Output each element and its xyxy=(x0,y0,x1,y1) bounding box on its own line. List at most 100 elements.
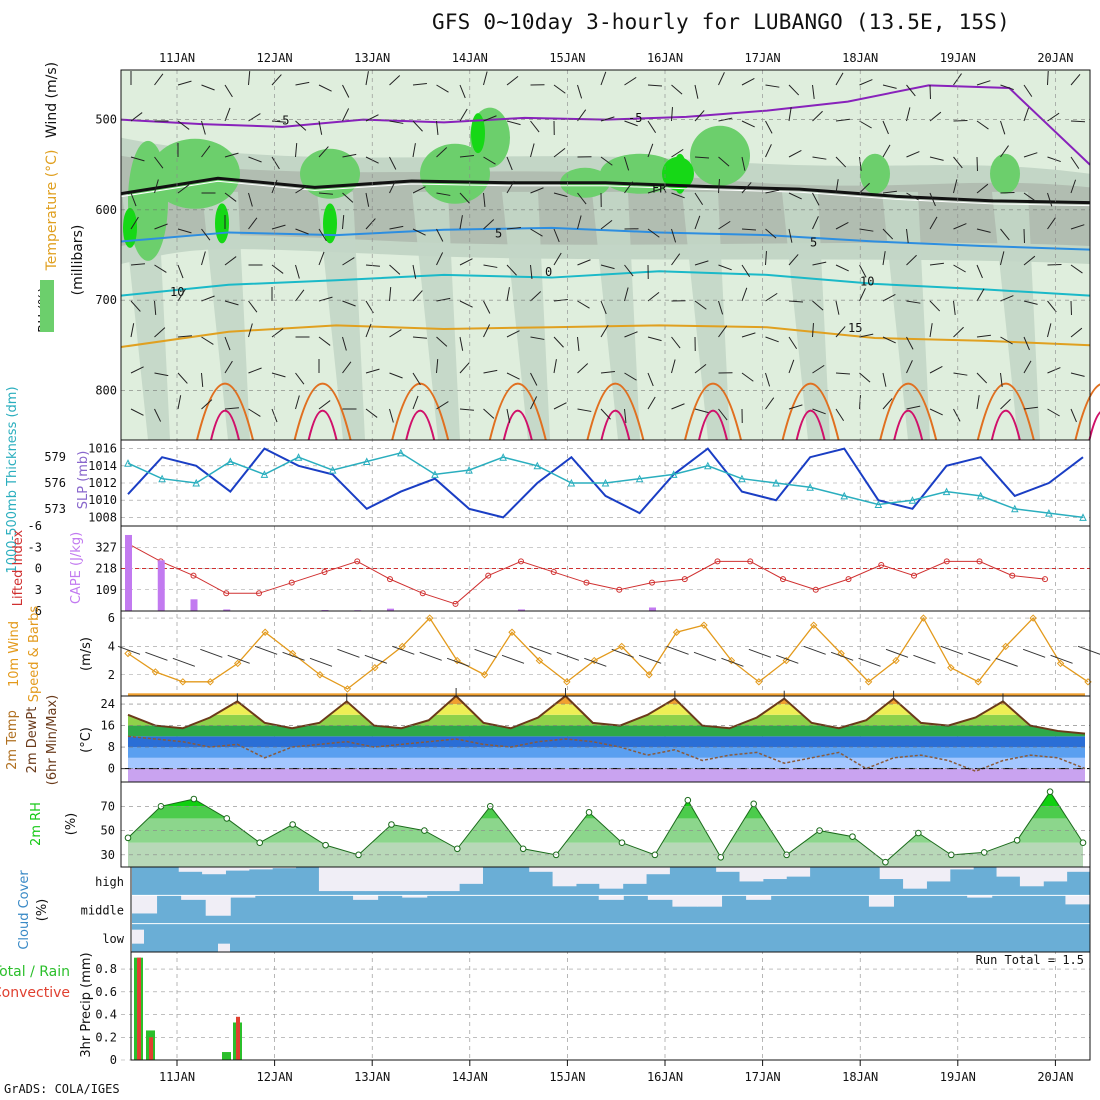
cloud-gap-high xyxy=(646,867,670,875)
wind-barb xyxy=(412,264,417,279)
wind-barb xyxy=(1070,408,1077,423)
rh-2m-point xyxy=(1046,788,1054,796)
isotherm-label: 15 xyxy=(848,321,862,335)
wind-barb xyxy=(1070,264,1083,274)
rh-plume xyxy=(682,191,730,440)
wind-barb-10m xyxy=(721,657,744,667)
rh-2m-point xyxy=(1013,836,1021,844)
profile-y-tick: 700 xyxy=(95,293,117,307)
thickness-point xyxy=(738,474,746,483)
slp-y-tick: 1008 xyxy=(88,510,117,524)
cloud-row-label: high xyxy=(95,875,124,889)
wind-barb xyxy=(530,187,544,194)
isotherm-25-arc xyxy=(795,409,826,441)
wind-barb xyxy=(953,264,966,273)
wind-barb xyxy=(882,251,886,266)
wind-barb xyxy=(953,223,967,230)
wind-barb xyxy=(389,408,394,423)
wind-barb xyxy=(718,325,728,338)
wind-barb-10m xyxy=(995,657,1018,667)
thickness-point xyxy=(567,478,576,487)
isotherm-label: FR xyxy=(652,181,667,195)
wind-barb xyxy=(1047,300,1057,313)
wind-barb xyxy=(788,192,802,200)
wind-barb xyxy=(365,71,369,86)
thickness-label: 1000-500mb Thickness (dm) xyxy=(5,386,20,573)
isotherm-20-arc xyxy=(196,382,254,441)
wind-barb-10m xyxy=(913,654,936,664)
wind-speed-point xyxy=(810,621,818,629)
wind-speed-point xyxy=(727,656,736,665)
wind-barb xyxy=(765,120,773,134)
wind-barb xyxy=(248,192,253,207)
wind-barb xyxy=(412,120,423,132)
wind-barb xyxy=(553,402,567,410)
wind-barb xyxy=(788,149,802,158)
wind-barb xyxy=(1047,217,1056,230)
wind-barb xyxy=(389,329,402,338)
rh-2m-point xyxy=(915,829,922,837)
rh-bright-patch xyxy=(471,113,485,154)
wind-barb xyxy=(906,336,914,350)
wind-barb xyxy=(248,156,262,163)
rh-2m-point xyxy=(223,815,231,822)
wind-barb xyxy=(436,359,439,374)
lifted-index-point xyxy=(943,558,950,565)
rh-bright-patch xyxy=(323,203,337,244)
thickness-point xyxy=(260,470,269,478)
wind-barb xyxy=(812,322,814,338)
li-y-tick: -3 xyxy=(28,540,42,554)
wind-barb xyxy=(1000,336,1013,345)
wind-barb-10m xyxy=(117,645,141,655)
wind-barb xyxy=(812,156,827,160)
rh-2m-point xyxy=(717,853,725,861)
isotherm-label: 5 xyxy=(495,226,502,240)
cloud-unit: (%) xyxy=(35,899,50,922)
wind-barb xyxy=(295,372,305,385)
wind-barb xyxy=(342,192,354,203)
rh-plume xyxy=(592,191,640,440)
cloud-gap-middle xyxy=(868,895,894,907)
wind-barb xyxy=(835,156,847,168)
isotherm-line xyxy=(120,226,1091,251)
bottom-date-tick: 11JAN xyxy=(159,1070,195,1084)
wind-barb xyxy=(718,178,720,194)
wind-barb-10m xyxy=(337,648,360,658)
wind-barb xyxy=(577,215,582,230)
wind-barb xyxy=(765,336,779,343)
wind-barb xyxy=(624,181,634,194)
wind-speed-point xyxy=(645,671,653,679)
wind-speed-point xyxy=(398,642,406,651)
wind-barb xyxy=(201,372,204,387)
wind-barb xyxy=(671,228,677,243)
wind-barb xyxy=(1023,107,1030,122)
wind-barb xyxy=(1000,228,1010,241)
wind-barb xyxy=(929,300,941,312)
wind-barb xyxy=(1000,84,1014,91)
wind-barb xyxy=(130,366,144,374)
wind-barb xyxy=(318,228,327,242)
wind-barb xyxy=(154,179,159,194)
thickness-point xyxy=(1045,508,1053,517)
wind-barb xyxy=(859,182,870,194)
rh-2m-point xyxy=(684,796,692,804)
isotherm-label: -5 xyxy=(628,111,642,125)
wind-speed-point xyxy=(618,642,626,651)
cloud-gap-high xyxy=(318,867,343,892)
thickness-point xyxy=(499,453,507,461)
cape-bar xyxy=(125,534,132,611)
wind-barb xyxy=(671,336,681,349)
top-date-tick: 19JAN xyxy=(940,51,976,65)
wind-barb xyxy=(859,156,862,171)
wind-barb xyxy=(459,258,473,266)
rh-plume xyxy=(202,191,250,440)
wind-barb xyxy=(177,264,184,279)
wind-barb xyxy=(812,261,827,266)
cloud-label: Cloud Cover xyxy=(17,870,32,950)
bottom-date-tick: 14JAN xyxy=(452,1070,488,1084)
rh-plume xyxy=(317,191,365,440)
wind-barb-10m xyxy=(419,651,442,661)
wind-barb xyxy=(412,186,426,194)
cloud-gap-high xyxy=(389,867,413,892)
wind-barb xyxy=(1000,120,1006,135)
